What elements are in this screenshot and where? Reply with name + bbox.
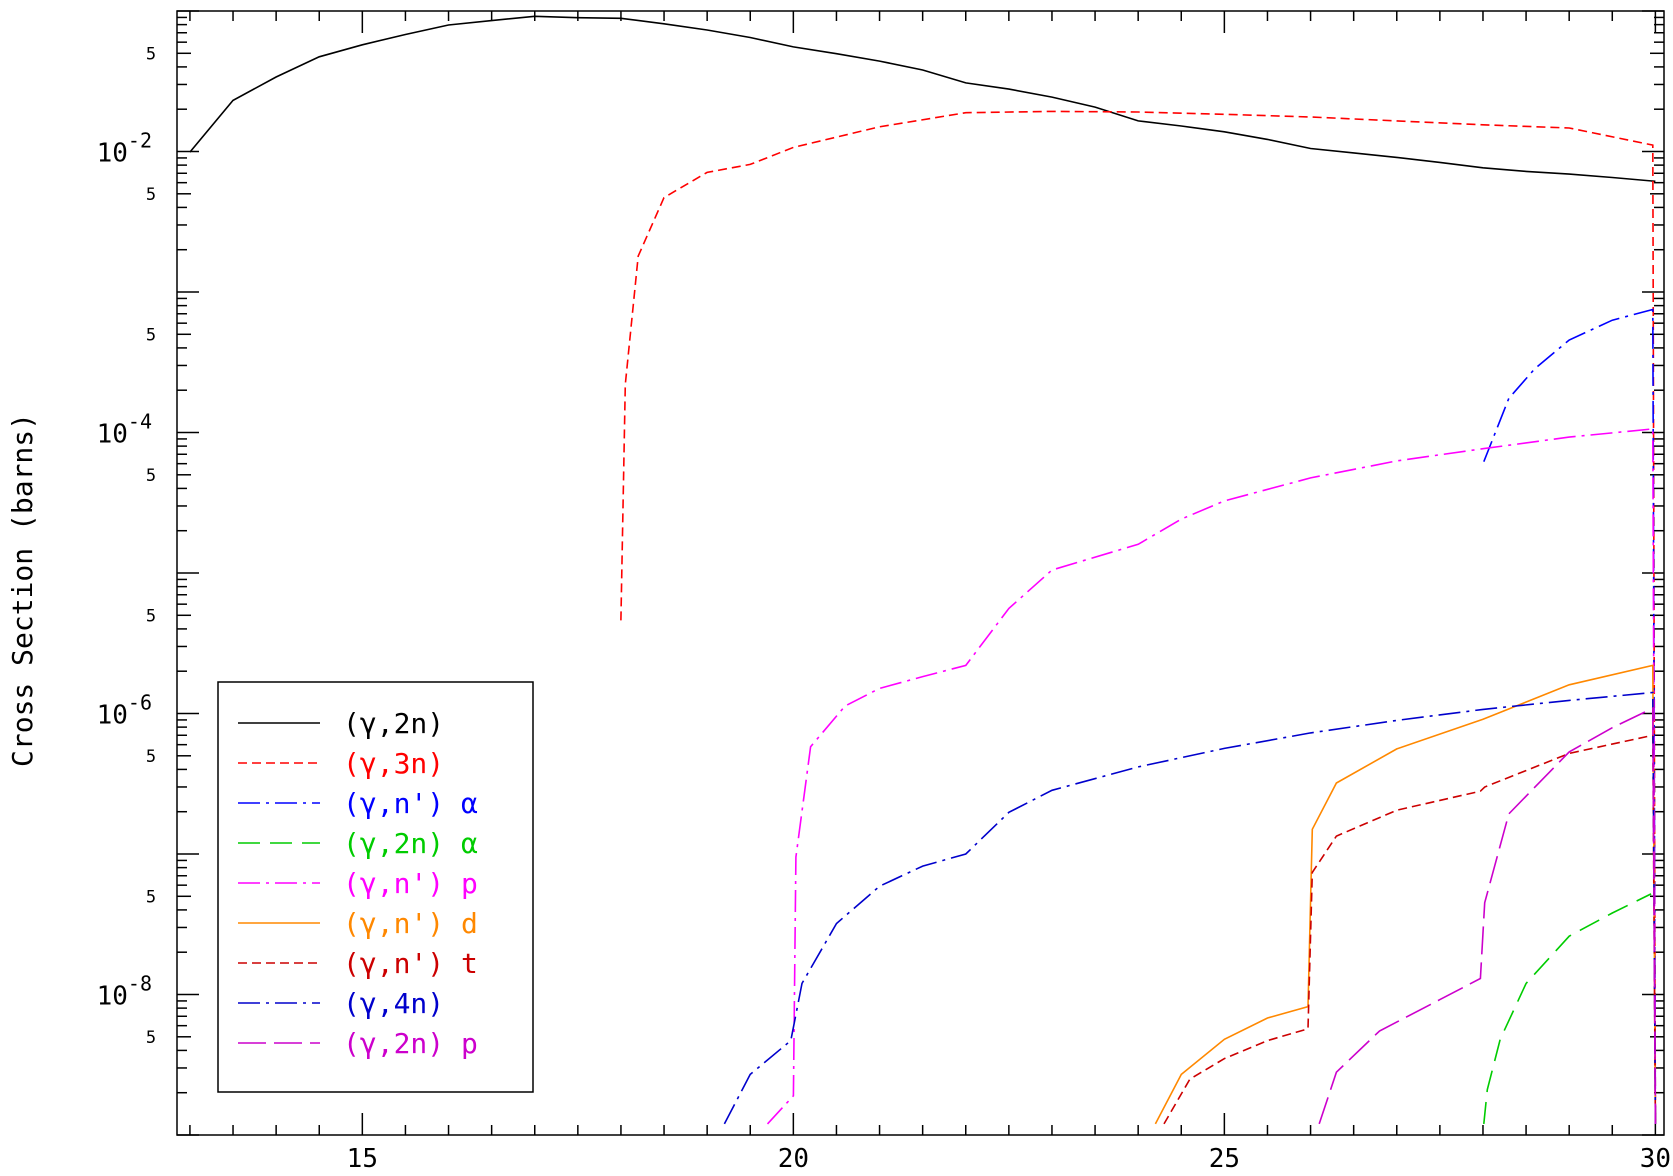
legend-label: (γ,n') t xyxy=(343,947,478,980)
legend-label: (γ,n') α xyxy=(343,787,478,820)
x-tick-label: 30 xyxy=(1640,1144,1671,1174)
series-line-1 xyxy=(189,15,1656,183)
legend: (γ,2n) (γ,3n) (γ,n') α (γ,2n) α (γ,n') p (γ,n… xyxy=(217,681,534,1093)
y-tick-label: 10-6 xyxy=(97,691,152,731)
legend-label: (γ,3n) xyxy=(343,747,444,780)
legend-label: (γ,n') d xyxy=(343,907,478,940)
x-tick-label: 25 xyxy=(1209,1144,1240,1174)
y-minor-label: 5 xyxy=(146,747,156,767)
x-tick-label: 20 xyxy=(778,1144,809,1174)
y-minor-label: 5 xyxy=(146,44,156,64)
series-layer xyxy=(189,15,1657,1125)
y-minor-label: 5 xyxy=(146,887,156,907)
series-line-3 xyxy=(1483,308,1657,1124)
legend-label: (γ,2n) xyxy=(343,707,444,740)
y-tick-label: 10-2 xyxy=(97,129,152,169)
series-line-4 xyxy=(1483,893,1652,1124)
series-line-7 xyxy=(1163,734,1657,1125)
legend-label: (γ,2n) α xyxy=(343,827,478,860)
legend-box xyxy=(217,681,534,1093)
legend-label: (γ,4n) xyxy=(343,987,444,1020)
series-line-9 xyxy=(1318,706,1657,1125)
y-axis-label: Cross Section (barns) xyxy=(6,413,39,767)
axis-ticks: 15 20 25 30 10-2 10-4 10-6 10-8 5 5 5 5 5 5 5 5 xyxy=(97,10,1671,1174)
legend-label: (γ,2n) p xyxy=(343,1027,478,1060)
y-minor-label: 5 xyxy=(146,606,156,626)
series-line-5 xyxy=(766,428,1657,1125)
series-line-6 xyxy=(1154,664,1657,1125)
y-minor-label: 5 xyxy=(146,1028,156,1048)
legend-label: (γ,n') p xyxy=(343,867,478,900)
y-tick-label: 10-8 xyxy=(97,972,152,1012)
series-line-8 xyxy=(723,691,1657,1125)
x-tick-label: 15 xyxy=(347,1144,378,1174)
plot-frame xyxy=(176,10,1665,1136)
y-tick-label: 10-4 xyxy=(97,410,152,450)
y-minor-label: 5 xyxy=(146,466,156,486)
y-minor-label: 5 xyxy=(146,325,156,345)
y-minor-label: 5 xyxy=(146,185,156,205)
series-line-2 xyxy=(620,110,1657,1124)
